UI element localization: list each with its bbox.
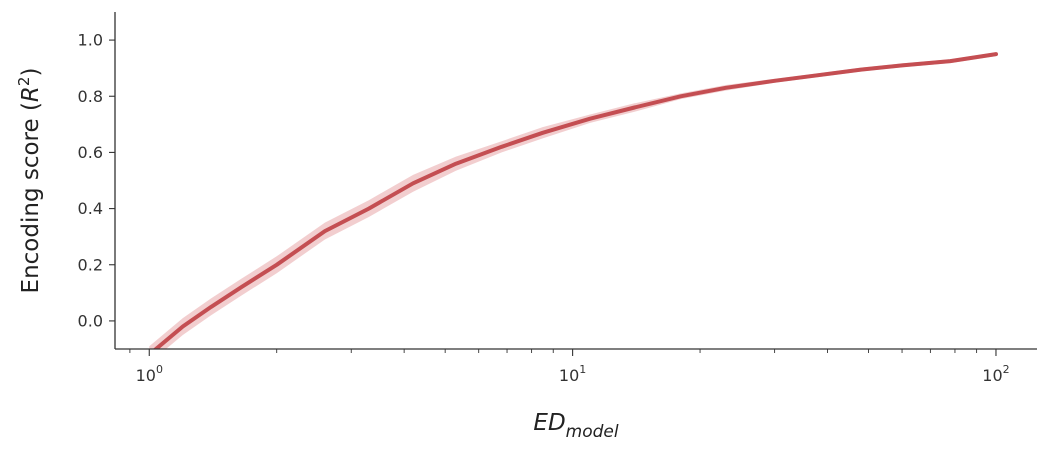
y-axis-title-suffix: ) [18,68,44,77]
y-axis-title: Encoding score (R2) [15,68,44,294]
x-axis-title: EDmodel [533,410,618,442]
x-axis-ticks: 100 101 102 [129,349,1010,385]
x-tick-label: 100 [136,363,163,385]
x-tick-label: 102 [982,363,1009,385]
y-tick-label: 1.0 [78,31,103,50]
y-tick-label: 0.2 [78,255,103,274]
y-axis-title-exponent: 2 [15,77,33,87]
y-tick-label: 0.8 [78,87,103,106]
y-axis-ticks: 0.0 0.2 0.4 0.6 0.8 1.0 [78,31,115,330]
y-tick-label: 0.0 [78,311,103,330]
y-tick-label: 0.6 [78,143,103,162]
y-axis-title-prefix: Encoding score ( [18,102,44,293]
x-tick-label: 101 [559,363,586,385]
confidence-band [149,52,996,349]
plot-area [149,52,998,349]
y-axis-title-variable: R [18,86,44,102]
x-axis-title-main: ED [533,410,565,436]
y-tick-label: 0.4 [78,199,103,218]
x-axis-title-subscript: model [566,422,619,442]
series-line [152,52,998,349]
